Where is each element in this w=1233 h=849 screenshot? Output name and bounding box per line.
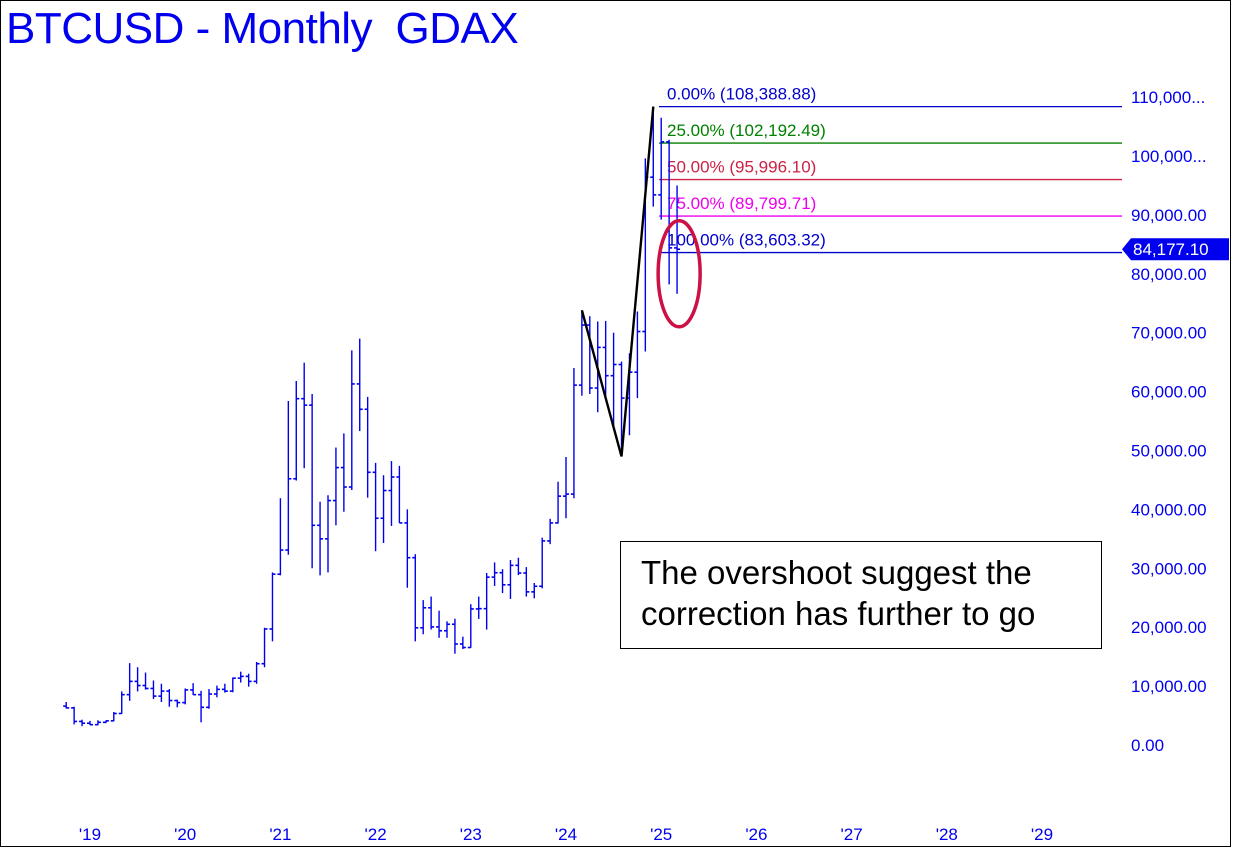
annotation-line-1: The overshoot suggest the [641,554,1032,591]
annotation-box: The overshoot suggest the correction has… [620,541,1102,649]
y-tick-label: 70,000.00 [1131,324,1207,343]
current-price-tag-bg [1122,238,1229,261]
swing-overlay [580,106,702,457]
annotation-line-2: correction has further to go [641,595,1036,632]
y-tick-label: 30,000.00 [1131,559,1207,578]
price-bars [63,106,681,727]
current-price-label: 84,177.10 [1133,240,1209,259]
x-tick-label: '24 [555,825,577,844]
y-tick-label: 60,000.00 [1131,383,1207,402]
y-tick-label: 40,000.00 [1131,500,1207,519]
y-axis: 110,000... 100,000... 90,000.00 80,000.00 70… [1131,88,1207,755]
y-tick-label: 80,000.00 [1131,265,1207,284]
x-axis: '19 '20 '21 '22 '23 '24 '25 '26 '27 '28 '29 [79,825,1053,844]
x-tick-label: '28 [936,825,958,844]
current-price-tag: 84,177.10 [1122,238,1229,261]
x-tick-label: '29 [1031,825,1053,844]
y-tick-label: 100,000... [1131,147,1207,166]
overshoot-ellipse [656,219,702,329]
x-tick-label: '22 [365,825,387,844]
y-tick-label: 90,000.00 [1131,206,1207,225]
fib-level-label: 25.00% (102,192.49) [667,121,826,140]
fib-level-label: 75.00% (89,799.71) [667,194,816,213]
fib-level-label: 0.00% (108,388.88) [667,85,816,104]
chart-title: BTCUSD - Monthly GDAX [6,4,519,53]
fib-level-label: 100.00% (83,603.32) [667,231,826,250]
x-tick-label: '25 [650,825,672,844]
x-tick-label: '21 [269,825,291,844]
y-tick-label: 0.00 [1131,736,1164,755]
y-tick-label: 110,000... [1131,88,1205,107]
swing-line [580,106,655,457]
y-tick-label: 10,000.00 [1131,677,1207,696]
y-tick-label: 20,000.00 [1131,618,1207,637]
x-tick-label: '20 [174,825,196,844]
x-tick-label: '27 [841,825,863,844]
x-tick-label: '26 [745,825,767,844]
fib-levels: 0.00% (108,388.88) 25.00% (102,192.49) 50.… [659,85,1122,254]
x-tick-label: '19 [79,825,101,844]
y-tick-label: 50,000.00 [1131,442,1207,461]
fib-level-label: 50.00% (95,996.10) [667,158,816,177]
x-tick-label: '23 [460,825,482,844]
